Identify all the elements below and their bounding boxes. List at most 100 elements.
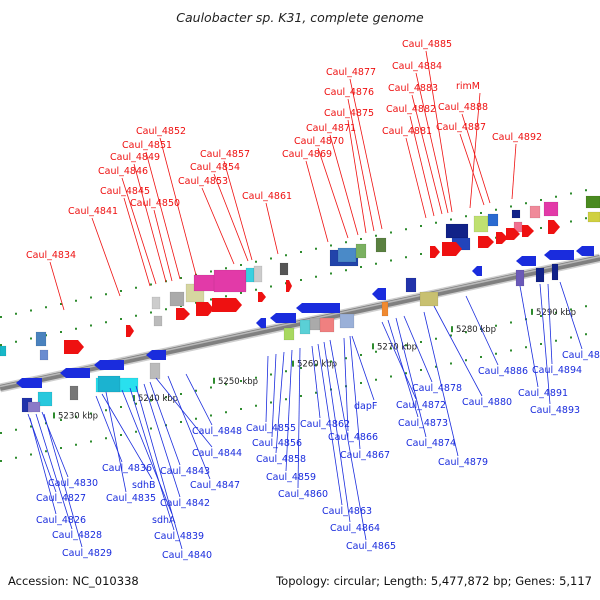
reverse-gene-label[interactable]: Caul_4897 — [559, 281, 600, 361]
reverse-gene-arrow[interactable] — [472, 266, 482, 276]
forward-gene-label[interactable]: Caul_4871 — [306, 123, 359, 236]
feature-block[interactable] — [587, 211, 600, 223]
forward-gene-label[interactable]: Caul_4853 — [178, 176, 235, 265]
reverse-gene-label[interactable]: Caul_4856 — [252, 353, 302, 449]
feature-block[interactable] — [213, 269, 247, 293]
feature-blocks[interactable] — [0, 195, 600, 413]
forward-gene-label[interactable]: Caul_4888 — [438, 102, 491, 204]
feature-block[interactable] — [529, 205, 541, 219]
forward-gene-arrow[interactable] — [286, 280, 292, 292]
forward-gene-label[interactable]: Caul_4834 — [26, 250, 76, 311]
feature-block[interactable] — [149, 362, 161, 380]
feature-block[interactable] — [245, 267, 255, 283]
reverse-gene-arrow[interactable] — [516, 256, 536, 266]
reverse-gene-label[interactable]: Caul_4863 — [317, 343, 372, 517]
reverse-gene-label[interactable]: Caul_4843 — [149, 381, 210, 477]
reverse-gene-label[interactable]: Caul_4878 — [403, 315, 462, 394]
reverse-gene-arrow[interactable] — [270, 313, 296, 323]
reverse-gene-arrow[interactable] — [16, 378, 42, 388]
reverse-gene-label[interactable]: Caul_4835 — [105, 391, 156, 504]
forward-gene-label[interactable]: Caul_4875 — [324, 108, 374, 234]
reverse-gene-arrow[interactable] — [94, 360, 124, 370]
forward-gene-label[interactable]: Caul_4870 — [294, 136, 349, 239]
reverse-gene-label[interactable]: Caul_4826 — [29, 417, 86, 526]
feature-block[interactable] — [405, 277, 417, 293]
reverse-gene-label[interactable]: Caul_4847 — [167, 375, 240, 491]
reverse-gene-label[interactable]: Caul_4891 — [518, 285, 568, 399]
forward-gene-label[interactable]: Caul_4892 — [492, 132, 542, 200]
feature-block[interactable] — [0, 345, 7, 357]
feature-block[interactable] — [585, 195, 600, 209]
feature-block[interactable] — [473, 215, 489, 233]
feature-block[interactable] — [515, 269, 525, 287]
forward-gene-arrow[interactable] — [64, 340, 84, 354]
reverse-gene-arrow[interactable] — [60, 368, 90, 378]
reverse-gene-label[interactable]: Caul_4844 — [155, 377, 242, 459]
reverse-gene-label[interactable]: Caul_4866 — [328, 337, 378, 443]
reverse-gene-label[interactable]: Caul_4859 — [266, 349, 316, 483]
forward-gene-label[interactable]: Caul_4887 — [436, 122, 486, 206]
forward-gene-label[interactable]: Caul_4850 — [130, 198, 180, 282]
reverse-gene-label[interactable]: Caul_4858 — [256, 351, 306, 465]
reverse-gene-label[interactable]: Caul_4872 — [381, 321, 446, 411]
reverse-gene-label[interactable]: Caul_4893 — [530, 283, 580, 416]
reverse-gene-label[interactable]: Caul_4829 — [43, 413, 112, 559]
forward-gene-label[interactable]: Caul_4854 — [190, 162, 249, 262]
feature-block[interactable] — [309, 317, 321, 331]
forward-gene-label[interactable]: Caul_4884 — [392, 61, 449, 214]
reverse-gene-label[interactable]: Caul_4855 — [246, 355, 296, 434]
forward-gene-arrow[interactable] — [126, 325, 134, 337]
reverse-gene-arrow[interactable] — [296, 303, 340, 313]
forward-gene-label[interactable]: Caul_4846 — [98, 166, 157, 285]
forward-gene-arrow[interactable] — [176, 308, 190, 320]
reverse-gene-label[interactable]: Caul_4873 — [387, 319, 448, 429]
feature-block[interactable] — [337, 247, 357, 263]
feature-block[interactable] — [511, 209, 521, 219]
reverse-gene-label[interactable]: Caul_4894 — [532, 283, 582, 376]
reverse-gene-label[interactable]: Caul_4874 — [395, 317, 456, 449]
forward-gene-label[interactable]: Caul_4869 — [282, 149, 332, 243]
feature-block[interactable] — [35, 331, 47, 347]
forward-gene-label[interactable]: Caul_4881 — [382, 126, 432, 219]
feature-block[interactable] — [153, 315, 163, 327]
forward-gene-arrow[interactable] — [196, 302, 214, 316]
forward-gene-label[interactable]: Caul_4877 — [326, 67, 383, 230]
feature-block[interactable] — [487, 213, 499, 227]
reverse-gene-label[interactable]: Caul_4862 — [300, 345, 350, 430]
feature-block[interactable] — [355, 243, 367, 259]
feature-block[interactable] — [97, 375, 121, 393]
forward-gene-label[interactable]: Caul_4851 — [122, 140, 181, 280]
feature-block[interactable] — [39, 349, 49, 361]
feature-block[interactable] — [169, 291, 185, 307]
forward-gene-arrow[interactable] — [522, 225, 534, 237]
reverse-gene-labels[interactable]: Caul_4830 Caul_4827 Caul_4826 Caul_4828 Caul… — [27, 281, 600, 561]
feature-block[interactable] — [279, 262, 289, 276]
gene-arrows[interactable] — [16, 220, 594, 388]
forward-gene-label[interactable]: Caul_4852 — [136, 126, 197, 276]
feature-block[interactable] — [445, 223, 469, 239]
reverse-gene-label[interactable]: Caul_4880 — [433, 305, 512, 408]
reverse-gene-label[interactable]: Caul_4879 — [423, 311, 488, 468]
reverse-gene-arrow[interactable] — [576, 246, 594, 256]
reverse-gene-label[interactable]: Caul_4886 — [465, 295, 528, 377]
reverse-gene-arrow[interactable] — [372, 288, 386, 300]
forward-gene-arrow[interactable] — [258, 292, 266, 302]
feature-block[interactable] — [535, 267, 545, 283]
forward-gene-arrow[interactable] — [478, 236, 494, 248]
reverse-gene-label[interactable]: Caul_4839 — [129, 387, 204, 542]
feature-block[interactable] — [551, 263, 559, 281]
forward-gene-label[interactable]: Caul_4885 — [402, 39, 453, 213]
feature-block[interactable] — [69, 385, 79, 401]
forward-gene-label[interactable]: Caul_4876 — [324, 87, 375, 232]
feature-block[interactable] — [253, 265, 263, 283]
feature-block[interactable] — [37, 391, 53, 407]
forward-gene-arrow[interactable] — [442, 242, 462, 256]
forward-gene-label[interactable]: Caul_4845 — [100, 186, 151, 287]
forward-gene-label[interactable]: Caul_4841 — [68, 206, 121, 297]
feature-block[interactable] — [319, 317, 335, 333]
forward-gene-label[interactable]: rimM — [456, 81, 481, 209]
feature-block[interactable] — [375, 237, 387, 253]
feature-block[interactable] — [419, 291, 439, 307]
forward-gene-arrow[interactable] — [548, 220, 560, 234]
